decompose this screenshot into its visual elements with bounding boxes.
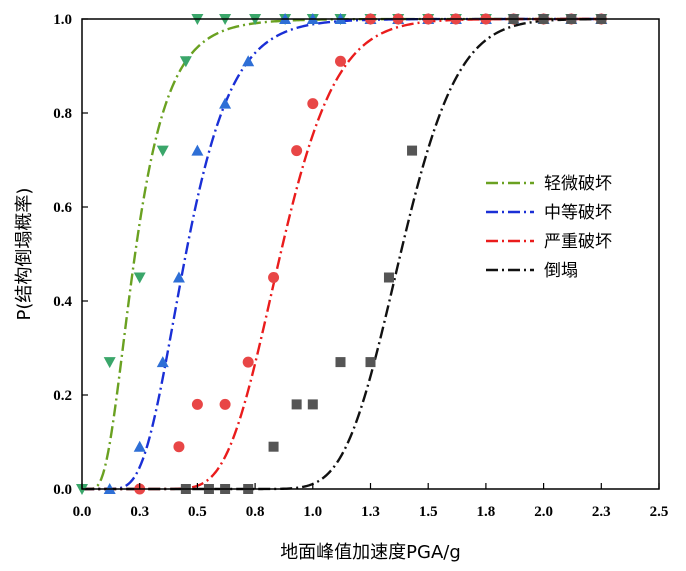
point-series-1 — [219, 97, 232, 109]
point-series-3 — [407, 145, 418, 156]
y-tick-label: 0.4 — [53, 294, 72, 310]
point-series-2 — [219, 398, 231, 410]
curve-series-3 — [82, 17, 602, 491]
point-series-2 — [268, 272, 280, 283]
x-tick-label: 1.0 — [303, 504, 322, 520]
point-series-1 — [172, 271, 185, 283]
x-tick-label: 0.3 — [130, 504, 149, 520]
x-tick-label: 1.3 — [361, 504, 380, 520]
y-tick-label: 0.0 — [53, 482, 72, 498]
point-series-1 — [191, 144, 204, 156]
point-series-3 — [335, 357, 346, 368]
curve-series-1 — [82, 17, 602, 491]
point-series-1 — [133, 440, 146, 452]
legend-label: 倒塌 — [544, 261, 578, 281]
y-tick-label: 0.6 — [53, 200, 72, 216]
x-tick-label: 0.5 — [188, 504, 207, 520]
x-tick-label: 1.5 — [419, 504, 438, 520]
x-tick-label: 2.3 — [592, 504, 611, 520]
plot-frame — [81, 18, 660, 490]
point-series-3 — [291, 399, 302, 410]
legend-label: 中等破坏 — [544, 203, 612, 223]
point-series-0 — [133, 272, 146, 284]
point-series-2 — [173, 441, 185, 453]
legend-label: 严重破坏 — [544, 232, 612, 252]
x-tick-label: 2.5 — [650, 504, 669, 520]
legend-label: 轻微破坏 — [544, 174, 612, 194]
point-series-2 — [307, 98, 319, 110]
y-tick-label: 0.2 — [53, 388, 72, 404]
point-series-3 — [307, 399, 318, 410]
point-series-2 — [291, 145, 303, 157]
y-axis-label: P(结构倒塌概率) — [14, 188, 35, 321]
point-series-2 — [334, 55, 346, 67]
point-series-0 — [156, 145, 169, 157]
x-tick-label: 2.0 — [534, 504, 553, 520]
x-tick-label: 0.0 — [73, 504, 92, 520]
curve-series-0 — [82, 17, 602, 491]
x-tick-label: 0.8 — [246, 504, 265, 520]
point-series-0 — [103, 357, 116, 369]
x-axis-label: 地面峰值加速度PGA/g — [280, 542, 461, 563]
point-series-0 — [179, 56, 192, 68]
data-points — [76, 13, 608, 495]
curve-series-2 — [82, 17, 602, 491]
y-tick-label: 0.8 — [53, 106, 72, 122]
fragility-curves — [82, 17, 602, 491]
point-series-1 — [156, 356, 169, 368]
x-axis-ticks: 0.0 0.3 0.5 0.8 1.0 1.3 1.5 1.8 2.0 2.3 2.5 — [73, 483, 669, 520]
y-tick-label: 1.0 — [53, 12, 72, 28]
y-axis-ticks: 0.0 0.2 0.4 0.6 0.8 1.0 — [53, 12, 88, 498]
point-series-1 — [242, 55, 255, 67]
point-series-3 — [383, 272, 394, 283]
point-series-3 — [268, 441, 279, 452]
point-series-2 — [242, 356, 254, 368]
point-series-2 — [191, 398, 203, 410]
point-series-3 — [365, 357, 376, 368]
x-tick-label: 1.8 — [477, 504, 496, 520]
